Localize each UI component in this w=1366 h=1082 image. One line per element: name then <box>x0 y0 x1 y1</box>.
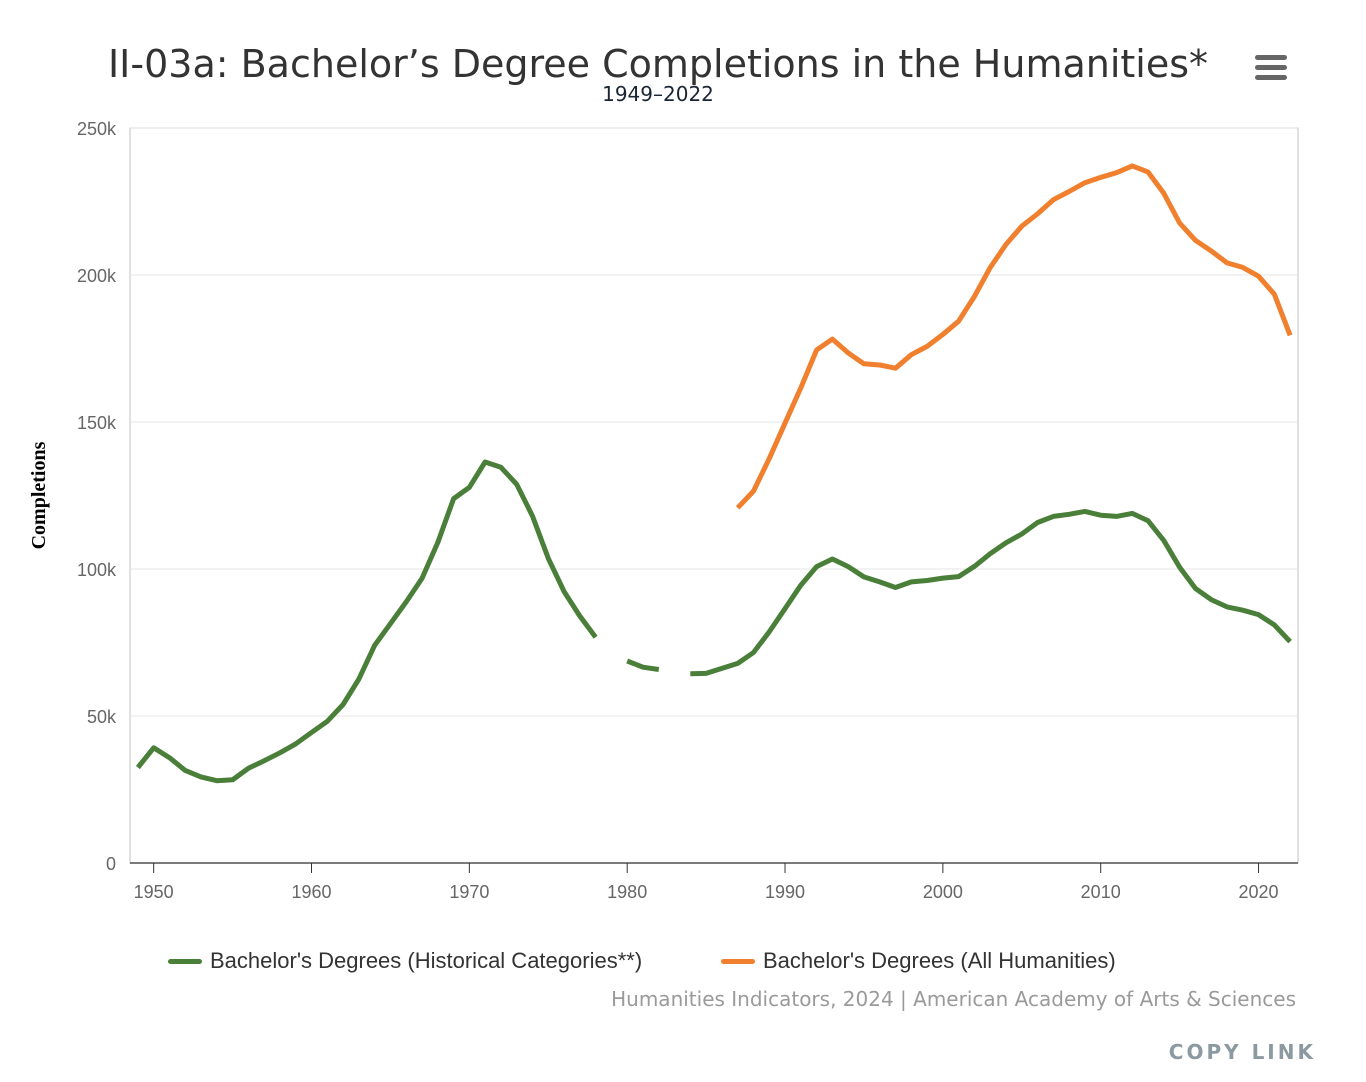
x-tick-label: 1990 <box>765 882 805 902</box>
x-tick-label: 1980 <box>607 882 647 902</box>
chart-title: II-03a: Bachelor’s Degree Completions in… <box>107 42 1209 86</box>
legend-item-all-humanities[interactable]: Bachelor's Degrees (All Humanities) <box>721 946 1116 976</box>
line-chart: 0 50k 100k 150k 200k 250k 1950 1960 1970 1980 1990… <box>28 119 1299 902</box>
x-tick-label: 1960 <box>291 882 331 902</box>
x-tick-label: 2010 <box>1081 882 1121 902</box>
series-line-1 <box>735 163 1293 510</box>
x-tick-label: 1950 <box>134 882 174 902</box>
chart-subtitle: 1949–2022 <box>602 82 714 106</box>
chart-credits[interactable]: Humanities Indicators, 2024 | American A… <box>611 987 1296 1011</box>
y-tick-label: 100k <box>77 560 117 580</box>
hamburger-menu-icon[interactable] <box>1250 50 1292 86</box>
y-axis-title: Completions <box>28 441 50 549</box>
legend-label-historical: Bachelor's Degrees (Historical Categorie… <box>210 948 643 973</box>
legend-swatch-all-humanities <box>721 958 755 964</box>
legend-swatch-historical <box>168 958 202 964</box>
y-tick-label: 0 <box>106 854 116 874</box>
y-tick-label: 50k <box>87 707 117 727</box>
y-tick-label: 150k <box>77 413 117 433</box>
x-tick-label: 2020 <box>1239 882 1279 902</box>
menu-bar <box>1255 75 1287 80</box>
x-tick-label: 1970 <box>449 882 489 902</box>
y-tick-label: 250k <box>77 119 117 139</box>
legend-item-historical[interactable]: Bachelor's Degrees (Historical Categorie… <box>168 946 642 976</box>
legend-label-all-humanities: Bachelor's Degrees (All Humanities) <box>763 948 1116 973</box>
series-line-0 <box>135 459 1292 784</box>
copy-link-button[interactable]: COPY LINK <box>1168 1040 1316 1064</box>
menu-bar <box>1255 55 1287 60</box>
menu-bar <box>1255 65 1287 70</box>
x-tick-label: 2000 <box>923 882 963 902</box>
plot-frame <box>129 127 1299 864</box>
y-tick-label: 200k <box>77 266 117 286</box>
